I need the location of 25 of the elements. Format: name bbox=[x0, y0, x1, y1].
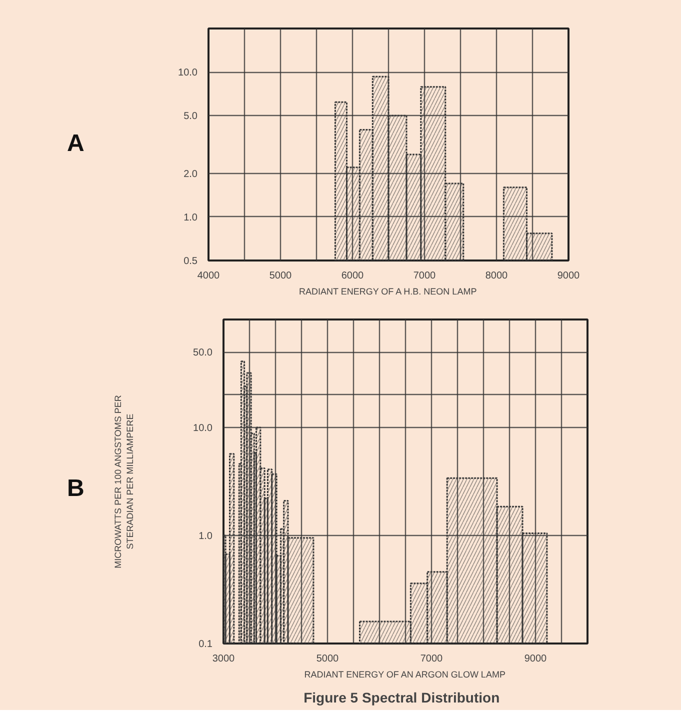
y-tick-label: 50.0 bbox=[193, 348, 213, 359]
y-tick-label: 5.0 bbox=[184, 111, 198, 122]
x-tick-label: 5000 bbox=[316, 654, 340, 664]
y-tick-label: 1.0 bbox=[198, 531, 213, 542]
x-tick-label: 7000 bbox=[420, 654, 444, 664]
x-tick-label: 5000 bbox=[269, 270, 292, 282]
y-tick-label: 2.0 bbox=[184, 168, 198, 180]
x-tick-label: 9000 bbox=[557, 270, 580, 282]
y-tick-label: 10.0 bbox=[178, 68, 198, 79]
x-axis-title: RADIANT ENERGY OF AN ARGON GLOW LAMP bbox=[304, 670, 506, 680]
y-tick-label: 0.5 bbox=[184, 256, 198, 267]
y-tick-label: 0.1 bbox=[198, 639, 213, 650]
x-tick-label: 3000 bbox=[212, 654, 236, 664]
x-tick-label: 7000 bbox=[413, 270, 436, 282]
x-tick-label: 9000 bbox=[524, 654, 548, 664]
y-axis-title: MICROWATTS PER 100 ANGSTOMS PER STERADIAN PER MILLIAMPERE bbox=[113, 394, 136, 568]
y-tick-label: 10.0 bbox=[193, 423, 213, 434]
text: A bbox=[67, 129, 84, 159]
x-axis-title: RADIANT ENERGY OF A H.B. NEON LAMP bbox=[298, 286, 477, 296]
x-tick-label: 6000 bbox=[341, 270, 364, 282]
x-tick-label: 8000 bbox=[485, 270, 508, 282]
text: B bbox=[67, 474, 84, 504]
caption: Figure 5 Spectral Distribution bbox=[304, 690, 500, 706]
y-tick-label: 1.0 bbox=[184, 212, 198, 224]
x-tick-label: 4000 bbox=[197, 270, 220, 282]
